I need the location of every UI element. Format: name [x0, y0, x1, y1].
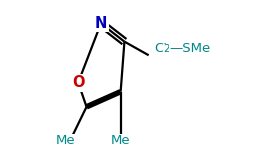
Text: O: O [72, 75, 85, 90]
Text: —SMe: —SMe [169, 42, 210, 55]
Text: Me: Me [111, 134, 130, 147]
Text: Me: Me [56, 134, 76, 147]
Text: CH: CH [154, 42, 173, 55]
Text: N: N [95, 16, 107, 31]
Text: 2: 2 [163, 44, 170, 54]
